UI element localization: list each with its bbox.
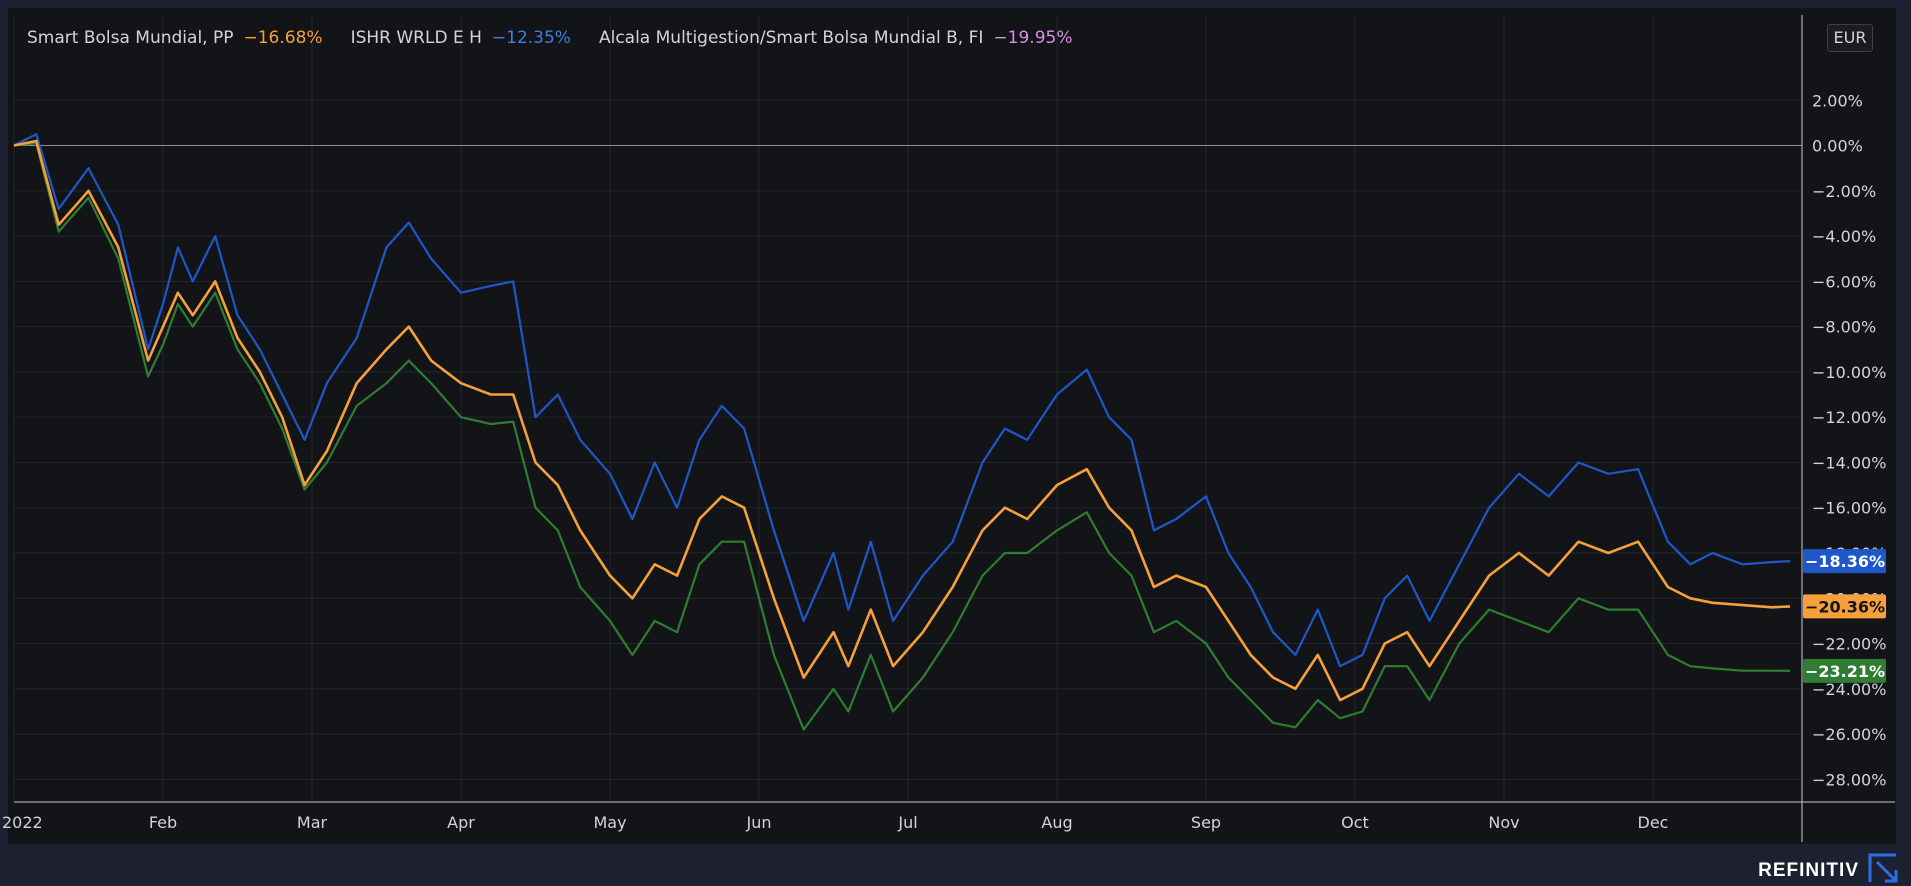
last-value-text: −18.36% [1805,552,1885,571]
legend-series-name: Smart Bolsa Mundial, PP [27,28,234,48]
last-value-label-smart-bolsa: −20.36% [1803,594,1886,619]
y-tick-label: −14.00% [1812,453,1886,472]
series-line-smart-bolsa-mundial-pp [13,139,1791,702]
last-value-label-ishr: −18.36% [1803,549,1886,574]
refinitiv-logo-icon [1868,853,1898,883]
y-tick-label: −8.00% [1812,318,1876,337]
y-tick-label: −12.00% [1812,408,1886,427]
y-tick-label: −10.00% [1812,363,1886,382]
x-tick-label: Dec [1638,813,1669,832]
x-tick-label: Mar [297,813,328,832]
legend-series-change: −12.35% [491,28,571,48]
legend-series-change: −19.95% [993,28,1073,48]
last-value-text: −20.36% [1805,597,1885,616]
currency-button[interactable]: EUR [1827,24,1873,52]
grid-layer [13,15,1802,802]
footer-bar: REFINITIV [0,844,1911,886]
last-value-badge [1803,658,1886,683]
chart-legend: Smart Bolsa Mundial, PP −16.68% ISHR WRL… [27,26,1073,50]
x-tick-label: Jul [897,813,917,832]
x-tick-label: Jun [746,813,772,832]
x-tick-label: Aug [1041,813,1072,832]
y-tick-label: −2.00% [1812,182,1876,201]
chart-panel [8,8,1896,844]
y-tick-label: 0.00% [1812,137,1863,156]
x-tick-label: Nov [1488,813,1519,832]
legend-series-name: ISHR WRLD E H [350,28,482,48]
y-tick-label: −26.00% [1812,725,1886,744]
x-tick-label: Sep [1191,813,1221,832]
y-tick-label: −6.00% [1812,272,1876,291]
x-tick-label: Apr [447,813,475,832]
series-lines [13,133,1791,731]
last-value-labels: −18.36% −20.36% −23.21% [1803,549,1886,683]
legend-item-alcala-multigestion[interactable]: Alcala Multigestion/Smart Bolsa Mundial … [599,28,1073,48]
legend-item-smart-bolsa-mundial-pp[interactable]: Smart Bolsa Mundial, PP −16.68% [27,28,323,48]
last-value-text: −23.21% [1805,662,1885,681]
series-line-alcala-multigestion [13,142,1791,731]
series-line-ishr-wrld-e-h [13,133,1791,668]
legend-series-name: Alcala Multigestion/Smart Bolsa Mundial … [598,28,984,48]
y-tick-label: −28.00% [1812,770,1886,789]
y-tick-label: −24.00% [1812,680,1886,699]
x-tick-label: Oct [1341,813,1369,832]
brand-logo-text: REFINITIV [1758,860,1859,881]
legend-item-ishr-wrld-e-h[interactable]: ISHR WRLD E H −12.35% [351,28,571,48]
legend-series-change: −16.68% [243,28,323,48]
last-value-label-alcala: −23.21% [1803,658,1886,683]
y-tick-label: 2.00% [1812,91,1863,110]
y-tick-label: −16.00% [1812,499,1886,518]
last-value-badge [1803,594,1886,619]
x-tick-label: May [593,813,626,832]
last-value-badge [1803,549,1886,574]
x-tick-label: Feb [149,813,177,832]
y-tick-label: −22.00% [1812,635,1886,654]
y-tick-label: −4.00% [1812,227,1876,246]
x-tick-label: 2022 [2,813,43,832]
